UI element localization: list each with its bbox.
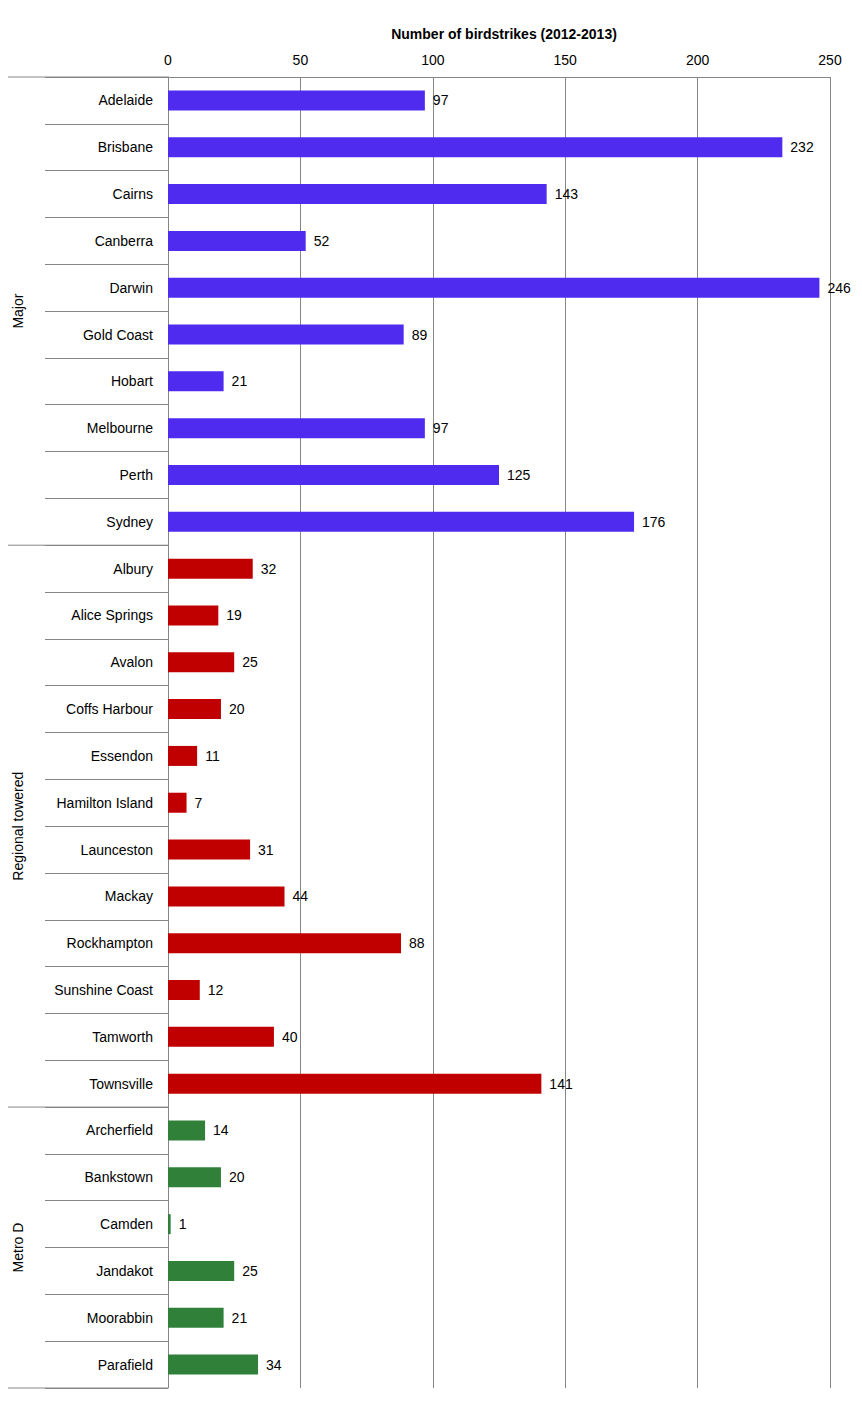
svg-text:25: 25: [242, 1263, 258, 1279]
svg-text:14: 14: [213, 1122, 229, 1138]
svg-text:Melbourne: Melbourne: [87, 420, 153, 436]
svg-text:Canberra: Canberra: [95, 233, 154, 249]
svg-text:34: 34: [266, 1357, 282, 1373]
svg-text:Alice Springs: Alice Springs: [71, 607, 153, 623]
svg-text:232: 232: [790, 139, 814, 155]
svg-text:97: 97: [433, 92, 449, 108]
svg-text:Tamworth: Tamworth: [92, 1029, 153, 1045]
svg-text:Archerfield: Archerfield: [86, 1122, 153, 1138]
svg-text:Avalon: Avalon: [110, 654, 153, 670]
svg-text:Rockhampton: Rockhampton: [67, 935, 153, 951]
svg-text:150: 150: [554, 52, 578, 68]
svg-text:Hamilton Island: Hamilton Island: [57, 795, 154, 811]
svg-text:Sydney: Sydney: [106, 514, 153, 530]
svg-text:Number of birdstrikes (2012-20: Number of birdstrikes (2012-2013): [391, 26, 617, 42]
svg-text:250: 250: [818, 52, 842, 68]
svg-text:Darwin: Darwin: [109, 280, 153, 296]
svg-text:Coffs Harbour: Coffs Harbour: [66, 701, 153, 717]
svg-text:21: 21: [232, 373, 248, 389]
svg-text:Sunshine Coast: Sunshine Coast: [54, 982, 153, 998]
svg-text:11: 11: [205, 748, 220, 764]
svg-text:100: 100: [421, 52, 445, 68]
svg-text:50: 50: [293, 52, 309, 68]
svg-text:200: 200: [686, 52, 710, 68]
svg-text:Launceston: Launceston: [81, 842, 153, 858]
svg-text:Camden: Camden: [100, 1216, 153, 1232]
svg-text:88: 88: [409, 935, 425, 951]
svg-text:19: 19: [226, 607, 242, 623]
svg-text:Metro D: Metro D: [10, 1223, 26, 1273]
svg-text:89: 89: [412, 327, 428, 343]
svg-text:Gold Coast: Gold Coast: [83, 327, 153, 343]
svg-text:Regional towered: Regional towered: [10, 772, 26, 881]
svg-text:7: 7: [195, 795, 203, 811]
svg-text:125: 125: [507, 467, 531, 483]
svg-text:141: 141: [549, 1076, 573, 1092]
svg-text:25: 25: [242, 654, 258, 670]
svg-text:44: 44: [293, 888, 309, 904]
svg-text:97: 97: [433, 420, 449, 436]
svg-text:32: 32: [261, 561, 277, 577]
svg-text:0: 0: [164, 52, 172, 68]
svg-text:176: 176: [642, 514, 666, 530]
svg-text:Albury: Albury: [113, 561, 153, 577]
svg-text:Moorabbin: Moorabbin: [87, 1310, 153, 1326]
svg-text:Bankstown: Bankstown: [85, 1169, 153, 1185]
svg-text:Jandakot: Jandakot: [96, 1263, 153, 1279]
svg-text:Cairns: Cairns: [113, 186, 153, 202]
svg-text:20: 20: [229, 1169, 245, 1185]
svg-text:1: 1: [179, 1216, 187, 1232]
svg-text:20: 20: [229, 701, 245, 717]
svg-text:246: 246: [827, 280, 851, 296]
svg-text:21: 21: [232, 1310, 248, 1326]
svg-text:143: 143: [555, 186, 579, 202]
svg-text:Hobart: Hobart: [111, 373, 153, 389]
svg-text:Brisbane: Brisbane: [98, 139, 153, 155]
svg-text:Parafield: Parafield: [98, 1357, 153, 1373]
svg-text:Adelaide: Adelaide: [99, 92, 154, 108]
svg-text:Townsville: Townsville: [89, 1076, 153, 1092]
svg-text:Mackay: Mackay: [105, 888, 153, 904]
svg-text:40: 40: [282, 1029, 298, 1045]
svg-text:Major: Major: [10, 293, 26, 328]
svg-text:31: 31: [258, 842, 274, 858]
svg-text:12: 12: [208, 982, 224, 998]
svg-text:Perth: Perth: [120, 467, 153, 483]
svg-text:Essendon: Essendon: [91, 748, 153, 764]
svg-text:52: 52: [314, 233, 330, 249]
